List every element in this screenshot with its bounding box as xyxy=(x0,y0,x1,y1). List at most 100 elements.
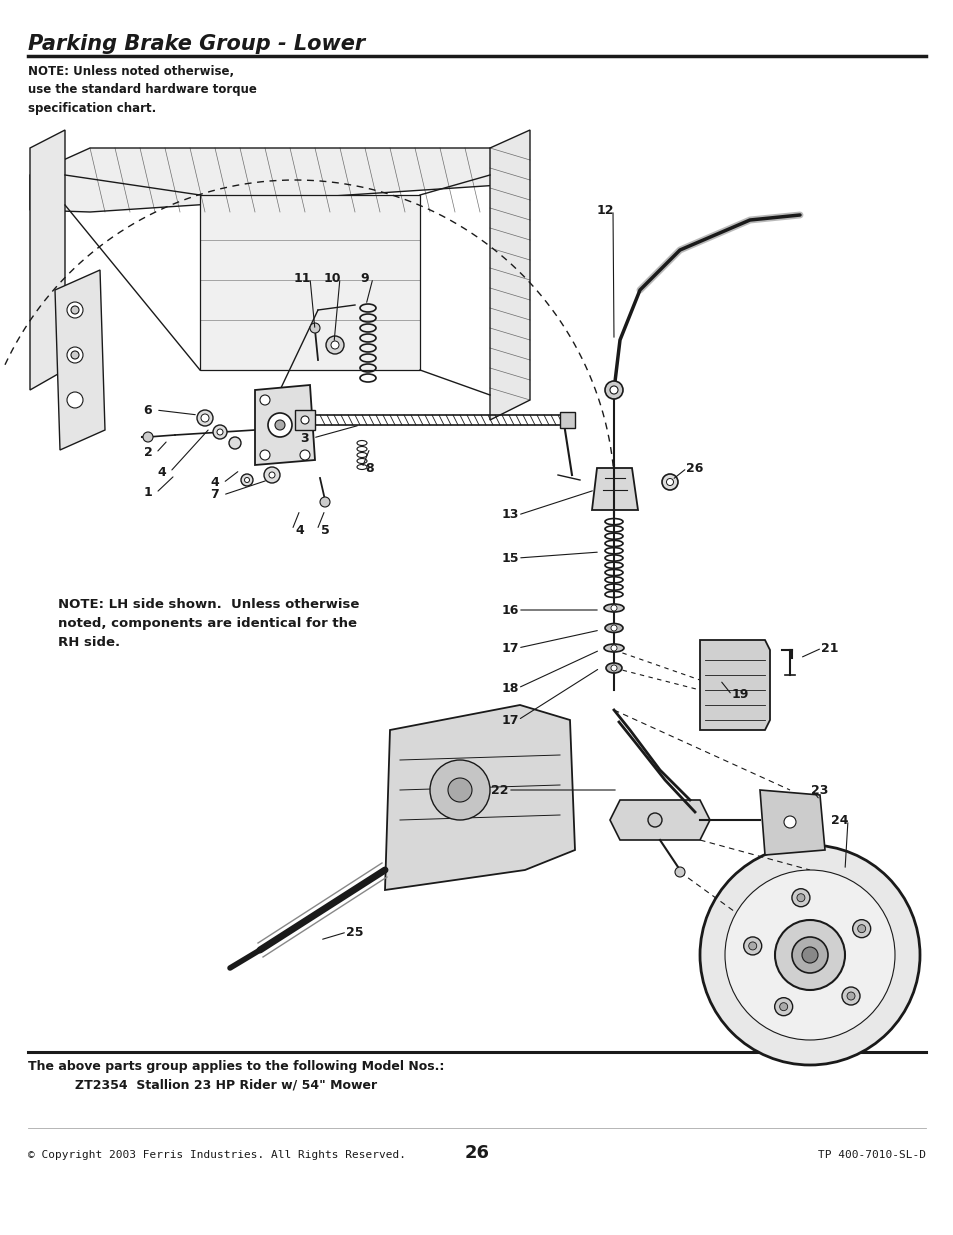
Polygon shape xyxy=(490,130,530,420)
Text: 19: 19 xyxy=(731,688,748,701)
Ellipse shape xyxy=(605,663,621,673)
Circle shape xyxy=(67,347,83,363)
Circle shape xyxy=(801,947,817,963)
Text: 22: 22 xyxy=(491,783,508,797)
Circle shape xyxy=(724,869,894,1040)
Circle shape xyxy=(647,813,661,827)
Bar xyxy=(559,412,575,429)
Polygon shape xyxy=(200,195,419,370)
Ellipse shape xyxy=(604,624,622,632)
Polygon shape xyxy=(700,640,769,730)
Text: 8: 8 xyxy=(365,462,374,474)
Ellipse shape xyxy=(603,604,623,613)
Circle shape xyxy=(268,412,292,437)
Text: 7: 7 xyxy=(211,489,219,501)
Text: 17: 17 xyxy=(500,714,518,726)
Circle shape xyxy=(700,845,919,1065)
Circle shape xyxy=(779,1003,787,1010)
Text: TP 400-7010-SL-D: TP 400-7010-SL-D xyxy=(817,1150,925,1160)
Text: © Copyright 2003 Ferris Industries. All Rights Reserved.: © Copyright 2003 Ferris Industries. All … xyxy=(28,1150,406,1160)
Circle shape xyxy=(609,387,618,394)
Text: 25: 25 xyxy=(346,925,363,939)
Circle shape xyxy=(610,625,617,631)
Circle shape xyxy=(610,664,617,671)
Polygon shape xyxy=(30,130,65,390)
Text: 26: 26 xyxy=(685,462,703,474)
Text: NOTE: LH side shown.  Unless otherwise
noted, components are identical for the
R: NOTE: LH side shown. Unless otherwise no… xyxy=(58,598,359,650)
Text: The above parts group applies to the following Model Nos.:: The above parts group applies to the fol… xyxy=(28,1060,444,1073)
Circle shape xyxy=(852,920,870,937)
Text: 21: 21 xyxy=(821,641,838,655)
Circle shape xyxy=(430,760,490,820)
Bar xyxy=(294,410,314,430)
Text: 13: 13 xyxy=(500,509,518,521)
Text: 4: 4 xyxy=(211,477,219,489)
Circle shape xyxy=(310,324,319,333)
Circle shape xyxy=(604,382,622,399)
Ellipse shape xyxy=(603,643,623,652)
Circle shape xyxy=(610,645,617,651)
Text: 9: 9 xyxy=(360,272,369,284)
Text: 5: 5 xyxy=(320,524,329,536)
Circle shape xyxy=(661,474,678,490)
Text: 2: 2 xyxy=(144,447,152,459)
Text: 11: 11 xyxy=(293,272,311,284)
Circle shape xyxy=(67,391,83,408)
Circle shape xyxy=(774,998,792,1015)
Text: 4: 4 xyxy=(157,466,166,478)
Polygon shape xyxy=(760,790,824,855)
Circle shape xyxy=(857,925,864,932)
Circle shape xyxy=(846,992,854,1000)
Circle shape xyxy=(783,816,795,827)
Circle shape xyxy=(244,478,250,483)
Circle shape xyxy=(326,336,344,354)
Polygon shape xyxy=(254,385,314,466)
Text: 26: 26 xyxy=(464,1144,489,1162)
Text: ZT2354  Stallion 23 HP Rider w/ 54" Mower: ZT2354 Stallion 23 HP Rider w/ 54" Mower xyxy=(75,1078,376,1091)
Circle shape xyxy=(675,867,684,877)
Circle shape xyxy=(796,894,804,902)
Circle shape xyxy=(264,467,280,483)
Polygon shape xyxy=(592,468,638,510)
Circle shape xyxy=(260,395,270,405)
Text: 10: 10 xyxy=(323,272,340,284)
Circle shape xyxy=(269,472,274,478)
Polygon shape xyxy=(30,148,499,212)
Text: 17: 17 xyxy=(500,641,518,655)
Circle shape xyxy=(301,416,309,424)
Circle shape xyxy=(260,450,270,459)
Circle shape xyxy=(791,889,809,906)
Circle shape xyxy=(791,937,827,973)
Text: 6: 6 xyxy=(144,404,152,416)
Circle shape xyxy=(201,414,209,422)
Circle shape xyxy=(274,420,285,430)
Circle shape xyxy=(748,942,756,950)
Circle shape xyxy=(213,425,227,438)
Circle shape xyxy=(67,303,83,317)
Text: 18: 18 xyxy=(500,682,518,694)
Text: 23: 23 xyxy=(810,783,828,797)
Polygon shape xyxy=(609,800,709,840)
Text: 1: 1 xyxy=(144,487,152,499)
Text: 24: 24 xyxy=(830,814,848,826)
Circle shape xyxy=(743,937,760,955)
Circle shape xyxy=(229,437,241,450)
Circle shape xyxy=(610,605,617,611)
Circle shape xyxy=(319,496,330,508)
Circle shape xyxy=(216,429,223,435)
Circle shape xyxy=(299,450,310,459)
Circle shape xyxy=(331,341,338,350)
Circle shape xyxy=(143,432,152,442)
Circle shape xyxy=(448,778,472,802)
Circle shape xyxy=(71,306,79,314)
Polygon shape xyxy=(385,705,575,890)
Text: 16: 16 xyxy=(500,604,518,616)
Circle shape xyxy=(196,410,213,426)
Text: NOTE: Unless noted otherwise,
use the standard hardware torque
specification cha: NOTE: Unless noted otherwise, use the st… xyxy=(28,65,256,115)
Text: 15: 15 xyxy=(500,552,518,564)
Text: 4: 4 xyxy=(295,524,304,536)
Polygon shape xyxy=(55,270,105,450)
Circle shape xyxy=(774,920,844,990)
Circle shape xyxy=(71,351,79,359)
Text: 3: 3 xyxy=(300,431,309,445)
